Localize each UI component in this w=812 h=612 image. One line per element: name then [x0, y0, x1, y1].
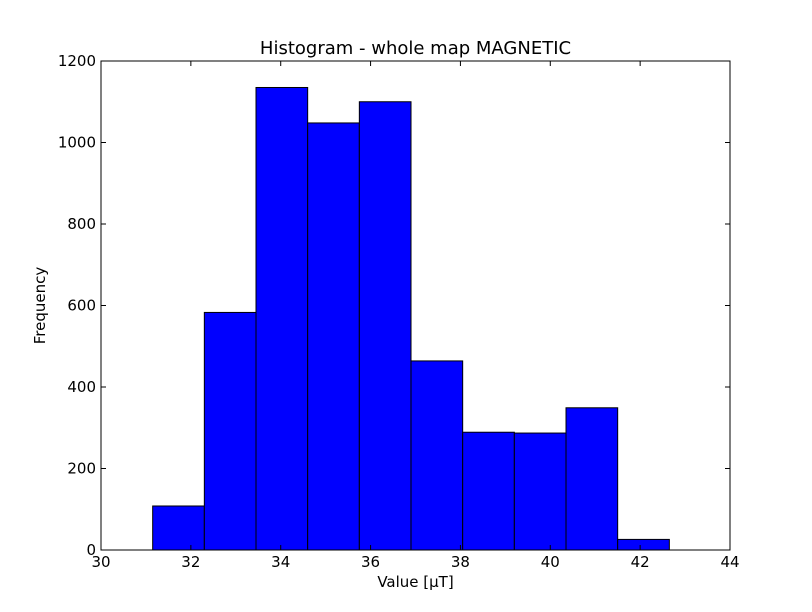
plot-frame [100, 60, 731, 551]
x-tick-label: 40 [541, 553, 560, 571]
chart-title: Histogram - whole map MAGNETIC [260, 38, 571, 59]
x-tick-label: 30 [91, 553, 110, 571]
x-tick-label: 36 [361, 553, 380, 571]
histogram-bars [152, 86, 670, 551]
x-tick-label: 42 [631, 553, 650, 571]
y-tick-label: 1000 [58, 134, 96, 152]
x-tick-label: 44 [720, 553, 739, 571]
y-tick-label: 600 [67, 297, 96, 315]
histogram-bar [462, 431, 515, 551]
x-tick-label: 38 [451, 553, 470, 571]
y-tick-label: 200 [67, 460, 96, 478]
histogram-bar [255, 86, 309, 551]
y-tick-label: 400 [67, 378, 96, 396]
histogram-bar [410, 360, 464, 551]
histogram-bar [358, 101, 412, 551]
histogram-bar [152, 505, 205, 551]
y-axis-label: Frequency [31, 267, 49, 345]
x-axis-label: Value [µT] [377, 573, 453, 591]
axis-ticks: 30 32 34 36 38 40 42 44 0 200 400 600 800 1000 1200 [58, 52, 740, 571]
y-tick-label: 1200 [58, 52, 96, 70]
x-tick-label: 32 [181, 553, 200, 571]
histogram-bar [513, 432, 567, 551]
y-tick-label: 0 [86, 541, 96, 559]
histogram-bar [203, 311, 257, 551]
histogram-bar [565, 407, 619, 551]
histogram-bar [617, 538, 670, 551]
x-tick-label: 34 [271, 553, 290, 571]
y-tick-label: 800 [67, 215, 96, 233]
histogram-bar [307, 122, 360, 551]
